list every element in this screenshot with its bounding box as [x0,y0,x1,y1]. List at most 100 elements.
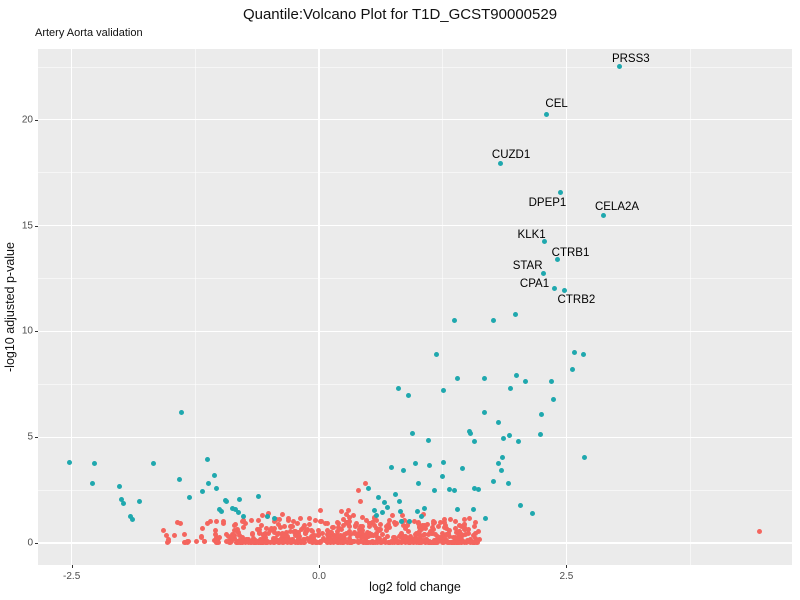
nonsignificant-point [235,527,241,533]
nonsignificant-point [436,523,442,529]
nonsignificant-point [416,529,422,535]
x-major-gridline [71,49,73,565]
nonsignificant-point [344,511,350,517]
nonsignificant-point [305,535,311,541]
nonsignificant-point [239,519,245,525]
gene-point-STAR [541,271,547,277]
nonsignificant-point [424,537,430,543]
nonsignificant-point [276,517,282,523]
nonsignificant-point [270,535,276,541]
nonsignificant-point [385,533,391,539]
gene-point-CELA2A [600,212,606,218]
nonsignificant-point [243,540,249,546]
nonsignificant-point [287,528,293,534]
gene-point-CTRB2 [561,287,567,293]
nonsignificant-point [402,533,408,539]
nonsignificant-point [408,534,414,540]
x-tick-mark [319,565,321,568]
gene-label-CPA1: CPA1 [519,278,550,291]
significant-point [405,393,411,399]
nonsignificant-point [363,481,369,487]
significant-point [471,439,477,445]
nonsignificant-point [422,526,428,531]
nonsignificant-point [411,539,417,545]
significant-point [426,438,432,444]
nonsignificant-point [431,527,437,533]
nonsignificant-point [453,535,459,541]
significant-point [434,352,440,358]
y-tick-label: 5 [27,431,33,443]
nonsignificant-point [214,540,220,546]
significant-point [392,491,398,497]
nonsignificant-point [465,537,471,543]
nonsignificant-point [472,523,478,529]
significant-point [498,467,504,473]
nonsignificant-point [265,531,271,537]
significant-point [481,410,487,416]
nonsignificant-point [319,531,325,537]
nonsignificant-point [281,524,287,530]
significant-point [495,419,501,425]
nonsignificant-point [321,535,327,541]
nonsignificant-point [312,540,318,546]
gene-point-CPA1 [552,285,558,291]
significant-point [514,372,520,378]
significant-point [199,489,205,495]
nonsignificant-point [277,539,283,545]
significant-point [384,504,390,510]
nonsignificant-point [458,540,464,546]
nonsignificant-point [261,535,267,541]
significant-point [538,431,544,437]
nonsignificant-point [193,539,199,545]
y-tick-label: 0 [27,537,33,549]
nonsignificant-point [335,539,341,545]
nonsignificant-point [339,534,345,540]
nonsignificant-point [344,531,350,537]
significant-point [549,379,555,385]
nonsignificant-point [756,529,762,535]
significant-point [397,509,403,515]
nonsignificant-point [358,499,364,505]
nonsignificant-point [472,530,478,536]
nonsignificant-point [198,533,204,539]
y-minor-gridline [38,278,792,280]
x-tick-mark [71,565,73,568]
nonsignificant-point [263,525,269,531]
gene-label-KLK1: KLK1 [517,228,546,241]
nonsignificant-point [212,527,218,533]
significant-point [470,506,476,512]
nonsignificant-point [351,539,357,545]
y-major-gridline [38,330,792,333]
nonsignificant-point [386,540,392,546]
nonsignificant-point [473,536,479,542]
nonsignificant-point [242,520,248,526]
x-minor-gridline [442,49,444,565]
significant-point [506,433,512,439]
y-tick-mark [35,119,38,121]
nonsignificant-point [274,532,280,538]
nonsignificant-point [351,530,357,536]
y-minor-gridline [38,383,792,385]
nonsignificant-point [433,532,439,538]
nonsignificant-point [334,520,340,526]
significant-point [271,516,277,522]
nonsignificant-point [444,531,450,537]
significant-point [505,480,511,486]
nonsignificant-point [463,532,469,538]
significant-point [432,488,438,494]
nonsignificant-point [201,539,207,545]
nonsignificant-point [434,534,440,540]
significant-point [371,508,377,514]
nonsignificant-point [443,522,449,528]
nonsignificant-point [324,527,330,533]
y-minor-gridline [38,172,792,174]
nonsignificant-point [306,516,312,522]
nonsignificant-point [465,531,471,537]
nonsignificant-point [303,531,309,537]
nonsignificant-point [365,539,371,545]
nonsignificant-point [363,518,369,524]
nonsignificant-point [467,539,473,545]
y-minor-gridline [38,66,792,68]
nonsignificant-point [236,533,242,539]
